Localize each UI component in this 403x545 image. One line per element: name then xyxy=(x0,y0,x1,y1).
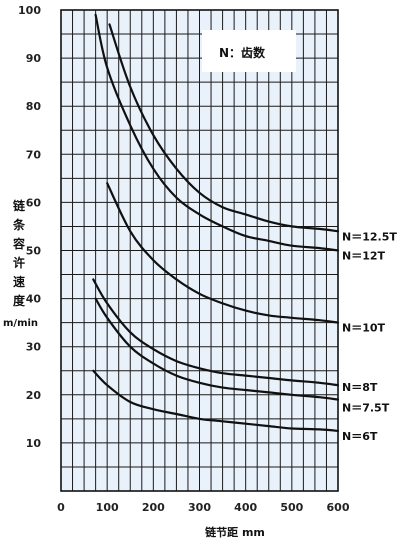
y-tick-label: 50 xyxy=(26,245,42,258)
y-tick-label: 20 xyxy=(26,389,42,402)
y-tick-label: 40 xyxy=(26,293,42,306)
x-tick-label: 200 xyxy=(142,501,165,514)
y-axis-label-char: 度 xyxy=(13,293,26,308)
series-line xyxy=(106,182,340,324)
x-tick-labels: 0 100 200 300 400 500 600 xyxy=(57,501,350,514)
series-label: N＝6T xyxy=(342,430,378,443)
y-axis-label-char: 许 xyxy=(13,255,25,270)
y-axis-label-char: 容 xyxy=(12,236,25,251)
note-box: N：齿数 xyxy=(202,30,296,72)
series-line xyxy=(92,369,340,432)
series-line xyxy=(92,278,340,387)
series-line xyxy=(94,297,340,401)
grid xyxy=(61,10,338,491)
series-label: N＝12T xyxy=(342,250,386,263)
x-tick-label: 300 xyxy=(188,501,211,514)
series-line xyxy=(108,23,340,233)
series-line xyxy=(94,13,340,252)
y-tick-label: 80 xyxy=(26,100,42,113)
series-label: N＝8T xyxy=(342,381,378,394)
y-axis-label-char: 条 xyxy=(12,217,26,232)
y-tick-labels: 10 20 30 40 50 60 70 80 90 100 xyxy=(18,4,41,450)
series-label: N＝12.5T xyxy=(342,230,397,243)
series-label: N＝7.5T xyxy=(342,402,390,415)
x-tick-label: 100 xyxy=(96,501,119,514)
plot-border xyxy=(60,9,339,492)
curves xyxy=(92,13,340,432)
series-labels: N＝12.5T N＝12T N＝10T N＝8T N＝7.5T N＝6T xyxy=(342,230,397,443)
y-axis-label: 链 条 容 许 速 度 m/min xyxy=(3,198,38,329)
x-tick-label: 0 xyxy=(57,501,65,514)
x-axis-label: 链节距 mm xyxy=(205,525,265,539)
x-tick-label: 400 xyxy=(234,501,257,514)
y-tick-label: 70 xyxy=(26,148,42,161)
series-label: N＝10T xyxy=(342,322,386,335)
y-axis-label-char: 速 xyxy=(13,274,25,289)
y-axis-unit: m/min xyxy=(3,318,38,329)
note-text: N：齿数 xyxy=(219,45,266,60)
y-tick-label: 60 xyxy=(26,196,42,209)
x-tick-label: 500 xyxy=(280,501,303,514)
y-tick-label: 30 xyxy=(26,341,42,354)
y-tick-label: 90 xyxy=(26,52,42,65)
y-tick-label: 100 xyxy=(18,4,41,17)
y-tick-label: 10 xyxy=(26,437,42,450)
y-axis-label-char: 链 xyxy=(13,198,26,213)
x-tick-label: 600 xyxy=(327,501,350,514)
